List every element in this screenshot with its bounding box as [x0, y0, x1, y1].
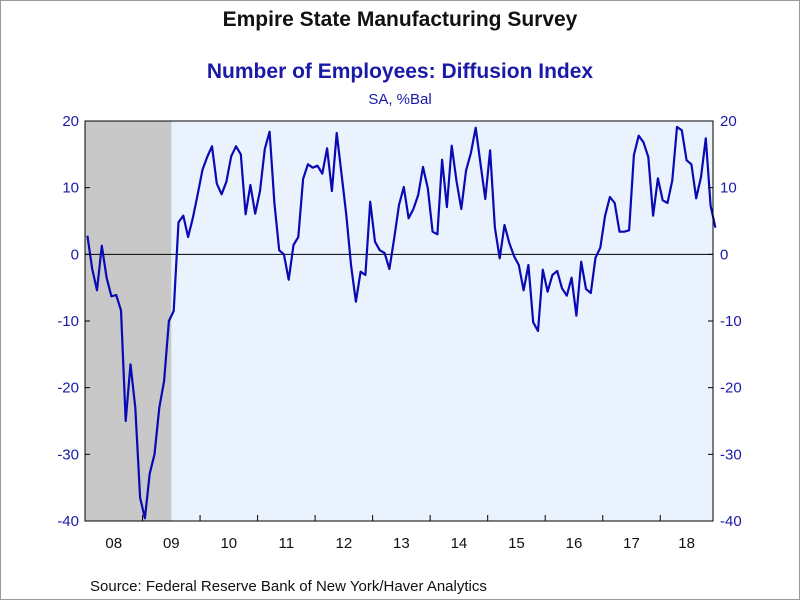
- x-year-label: 16: [566, 535, 583, 552]
- right-y-tick-label: -10: [720, 313, 742, 330]
- left-y-tick-label: -20: [57, 380, 79, 397]
- x-year-label: 11: [279, 535, 295, 552]
- x-axis: 08 09 10 11 12 13 14 15 16 17 18: [105, 515, 695, 552]
- left-y-tick-label: 10: [62, 180, 79, 197]
- x-year-label: 18: [678, 535, 695, 552]
- right-y-tick-label: -40: [720, 513, 742, 530]
- x-year-label: 15: [508, 535, 525, 552]
- chart-subtitle: Number of Employees: Diffusion Index: [206, 60, 594, 83]
- left-y-tick-label: 0: [71, 246, 79, 263]
- source-note: Source: Federal Reserve Bank of New York…: [90, 578, 487, 595]
- x-year-label: 14: [451, 535, 468, 552]
- left-y-tick-label: 20: [62, 113, 79, 130]
- plot-area: [85, 121, 713, 521]
- left-y-tick-label: -30: [57, 446, 79, 463]
- left-y-axis: 20 10 0 -10 -20 -30 -40: [57, 113, 90, 530]
- recession-shade: [85, 121, 172, 521]
- x-year-label: 09: [163, 535, 180, 552]
- right-y-tick-label: -30: [720, 446, 742, 463]
- x-year-label: 12: [336, 535, 353, 552]
- x-year-label: 08: [105, 535, 122, 552]
- units-label: SA, %Bal: [368, 91, 432, 108]
- right-y-tick-label: 20: [720, 113, 737, 130]
- left-y-tick-label: -40: [57, 513, 79, 530]
- right-y-tick-label: 10: [720, 180, 737, 197]
- right-y-tick-label: 0: [720, 246, 728, 263]
- right-y-axis: 20 10 0 -10 -20 -30 -40: [708, 113, 742, 530]
- chart-title: Empire State Manufacturing Survey: [222, 8, 578, 31]
- series-line-employees: [86, 125, 717, 520]
- left-y-tick-label: -10: [57, 313, 79, 330]
- x-year-label: 10: [220, 535, 237, 552]
- right-y-tick-label: -20: [720, 380, 742, 397]
- x-year-label: 13: [393, 535, 410, 552]
- x-year-label: 17: [623, 535, 640, 552]
